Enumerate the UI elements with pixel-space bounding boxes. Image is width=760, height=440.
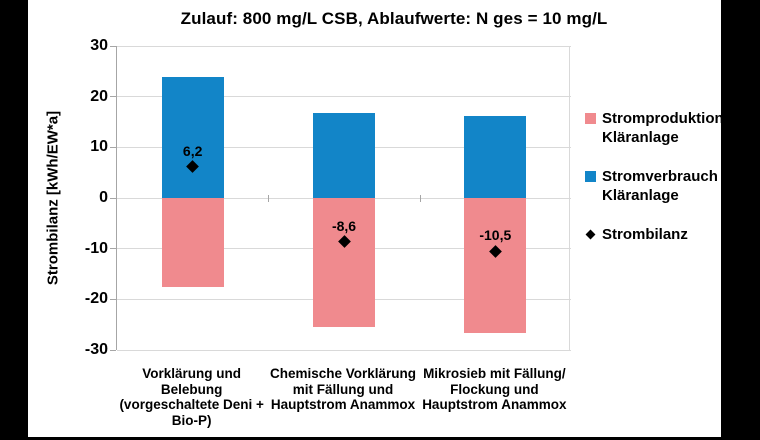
legend-label-line: Kläranlage <box>602 129 679 146</box>
bar-segment-positive <box>464 115 527 198</box>
x-axis-category-label: Mikrosieb mit Fällung/Flockung und Haupts… <box>408 366 580 413</box>
data-label: -10,5 <box>479 227 512 244</box>
legend-label-line: Stromverbrauch <box>602 168 718 185</box>
legend-label: Stromproduktion Kläranlage <box>602 109 724 147</box>
y-axis-tick-label: 10 <box>90 138 108 156</box>
y-axis-tick <box>110 197 116 199</box>
gridline <box>117 96 571 98</box>
y-axis-tick-label: 30 <box>90 37 108 54</box>
category-label-line: Mikrosieb mit Fällung/ <box>423 366 566 381</box>
y-axis-tick-label: 0 <box>99 189 108 206</box>
y-axis-tick <box>110 248 116 250</box>
y-axis-tick <box>110 349 116 351</box>
gridline <box>117 45 571 47</box>
legend-label-line: Kläranlage <box>602 187 679 204</box>
data-label: -8,6 <box>331 217 357 234</box>
data-label: 6,2 <box>182 142 203 159</box>
bar-segment-positive <box>161 77 224 198</box>
y-axis-tick <box>110 298 116 300</box>
x-axis-category-label: Vorklärung und Belebung (vorgeschaltete De… <box>106 366 278 428</box>
legend-label-line: Stromproduktion <box>602 110 724 127</box>
y-axis-tick <box>110 96 116 98</box>
y-axis-tick <box>110 146 116 148</box>
category-label-line: Hauptstrom Anammox <box>270 397 416 412</box>
diamond-swatch-icon <box>585 229 596 240</box>
square-swatch-icon <box>585 113 596 124</box>
y-axis-tick-label: 20 <box>90 87 108 105</box>
legend-item: Strombilanz <box>585 225 724 244</box>
bar-segment-negative <box>161 198 224 288</box>
category-label-line: mit Fällung und <box>292 381 394 397</box>
category-label-line: Hauptstrom Anammox <box>422 397 567 412</box>
chart-title: Zulauf: 800 mg/L CSB, Ablaufwerte: N ges… <box>180 9 608 28</box>
legend-label-line: Strombilanz <box>602 226 688 243</box>
category-label-line: Belebung <box>160 381 223 397</box>
category-axis-tick <box>419 195 421 202</box>
category-axis-tick <box>268 195 270 202</box>
plot-area: 6,2 -8,6 -10,5 <box>116 45 571 351</box>
legend-label: Strombilanz <box>602 225 688 244</box>
letterbox-bottom <box>0 437 760 440</box>
category-label-line: Chemische Vorklärung <box>269 366 417 381</box>
legend-label: Stromverbrauch Kläranlage <box>602 167 718 205</box>
square-swatch-icon <box>585 171 596 182</box>
letterbox-left <box>0 0 28 440</box>
legend-item: Stromproduktion Kläranlage <box>585 109 724 147</box>
gridline <box>117 349 571 351</box>
y-axis-tick <box>110 45 116 47</box>
bar-segment-negative <box>313 198 375 327</box>
bar-segment-negative <box>464 198 527 334</box>
category-label-line: (vorgeschaltete Deni + <box>119 397 264 412</box>
category-label-line: Vorklärung und <box>142 366 242 381</box>
y-axis-tick-label: -10 <box>84 239 108 257</box>
legend: Stromproduktion Kläranlage Stromverbrauch K… <box>585 109 724 244</box>
y-axis-tick-label: -20 <box>84 290 108 308</box>
category-label-line: Flockung und <box>450 381 539 397</box>
y-axis-tick-label: -30 <box>84 341 108 358</box>
legend-item: Stromverbrauch Kläranlage <box>585 167 724 205</box>
bar-segment-positive <box>313 112 375 198</box>
category-label-line: Bio-P) <box>171 412 212 428</box>
letterbox-right <box>721 0 760 440</box>
x-axis-category-label: Chemische Vorklärung mit Fällung und Haupt… <box>257 366 429 413</box>
